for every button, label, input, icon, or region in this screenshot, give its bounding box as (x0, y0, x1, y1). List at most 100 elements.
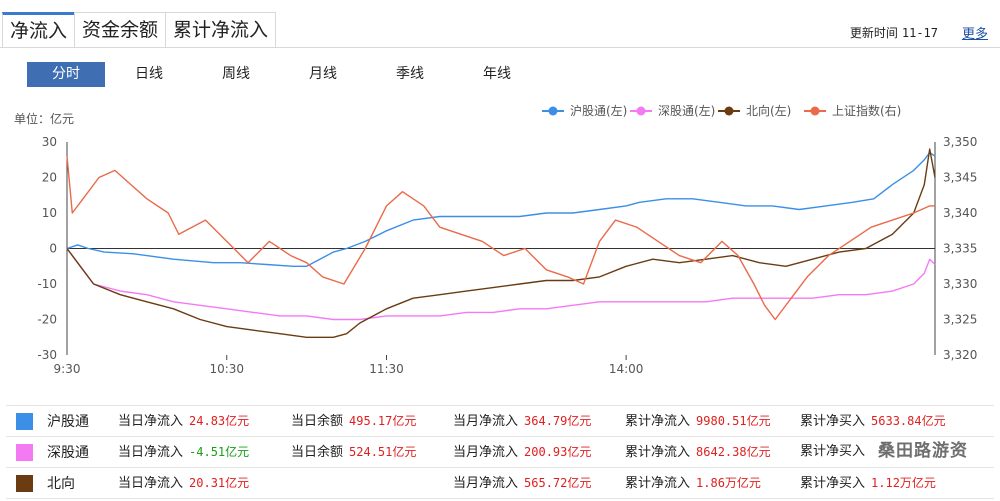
cell-value: -4.51亿元 (189, 445, 250, 459)
cell-value: 8642.38亿元 (696, 445, 771, 459)
table-cell: 当日净流入 -4.51亿元 (118, 437, 249, 467)
table-row-hgt: 沪股通 当日净流入 24.83亿元 当日余额 495.17亿元 当月净流入 364.79亿元… (6, 405, 994, 437)
y-tick-right: 3,340 (943, 206, 977, 220)
table-cell: 累计净买入 5633.84亿元 (800, 406, 946, 436)
northbound-flow-chart: 单位：亿元 沪股通(左) 深股通(左) 北向(左) 上证指数(右) 30 20 10 0 -1… (14, 103, 977, 376)
update-time-value: 11-17 (901, 26, 938, 40)
table-cell: 当日净流入 24.83亿元 (118, 406, 249, 436)
y-tick-left: 30 (42, 135, 57, 149)
legend-label-sgt: 深股通(左) (658, 103, 715, 118)
legend-label-hgt: 沪股通(左) (570, 103, 627, 118)
period-tab-quarterly[interactable]: 季线 (396, 66, 424, 82)
cell-label: 当日净流入 (118, 414, 184, 429)
summary-table: 沪股通 当日净流入 24.83亿元 当日余额 495.17亿元 当月净流入 364.79亿元… (6, 405, 994, 499)
update-time: 更新时间 11-17 (850, 24, 938, 41)
update-time-label: 更新时间 (849, 26, 898, 40)
table-cell: 当月净流入 565.72亿元 (453, 468, 591, 498)
table-cell: 当日余额 495.17亿元 (291, 406, 416, 436)
table-cell: 累计净买入 1.12万亿元 (800, 468, 936, 498)
cell-value: 24.83亿元 (189, 414, 250, 428)
cell-label: 当日净流入 (118, 445, 184, 460)
cell-value: 1.86万亿元 (696, 476, 761, 490)
watermark-text: 桑田路游资 (878, 441, 968, 461)
x-tick-label: 14:00 (609, 362, 644, 376)
cell-label: 累计净流入 (625, 414, 691, 429)
table-cell: 当日余额 524.51亿元 (291, 437, 416, 467)
cell-label: 累计净流入 (625, 445, 691, 460)
y-tick-right: 3,330 (943, 277, 977, 291)
cell-value: 565.72亿元 (524, 476, 592, 490)
tab-cumulative-inflow[interactable]: 累计净流入 (165, 12, 277, 48)
table-cell: 累计净流入 9980.51亿元 (625, 406, 771, 436)
row-color-swatch (16, 443, 33, 461)
cell-label: 累计净买入 (800, 414, 866, 429)
table-cell: 累计净流入 1.86万亿元 (625, 468, 761, 498)
row-name: 深股通 (47, 445, 89, 461)
tab-net-inflow[interactable]: 净流入 (2, 12, 75, 48)
cell-label: 当日余额 (291, 445, 344, 460)
legend-marker-north (724, 106, 734, 116)
more-link[interactable]: 更多 (961, 27, 988, 42)
y-tick-right: 3,350 (943, 135, 977, 149)
series-line-sh (66, 156, 935, 321)
table-cell: 累计净流入 8642.38亿元 (625, 437, 771, 467)
cell-label: 当月净流入 (453, 476, 519, 491)
cell-label: 当日净流入 (118, 476, 184, 491)
table-cell: 累计净买入 (800, 437, 865, 467)
tab-fund-balance[interactable]: 资金余额 (74, 12, 166, 48)
y-tick-left: 0 (49, 242, 57, 256)
series-line-hgt (66, 151, 936, 268)
y-tick-left: -30 (37, 348, 57, 362)
y-tick-right: 3,320 (943, 348, 977, 362)
chart-legend: 沪股通(左) 深股通(左) 北向(左) 上证指数(右) (542, 103, 901, 118)
period-tab-weekly[interactable]: 周线 (222, 66, 250, 82)
row-name: 沪股通 (47, 414, 89, 430)
y-tick-left: -20 (37, 313, 57, 327)
legend-marker-sgt (636, 106, 646, 116)
period-tab-monthly[interactable]: 月线 (309, 66, 337, 82)
row-color-swatch (16, 412, 33, 430)
period-tab-intraday[interactable]: 分时 (27, 62, 105, 87)
x-tick-label: 11:30 (369, 362, 404, 376)
y-tick-right: 3,345 (943, 171, 977, 185)
table-row-sgt: 深股通 当日净流入 -4.51亿元 当日余额 524.51亿元 当月净流入 200.93亿元… (6, 437, 994, 468)
cell-value: 200.93亿元 (524, 445, 592, 459)
row-name: 北向 (47, 476, 75, 492)
cell-label: 累计净买入 (800, 444, 866, 459)
legend-label-north: 北向(左) (746, 103, 791, 118)
cell-label: 当月净流入 (453, 445, 519, 460)
y-tick-left: 10 (42, 206, 57, 220)
cell-value: 20.31亿元 (189, 476, 250, 490)
legend-label-sh: 上证指数(右) (832, 103, 901, 118)
legend-marker-hgt (548, 106, 558, 116)
series-line-sgt (66, 248, 936, 321)
cell-value: 524.51亿元 (349, 445, 417, 459)
cell-value: 364.79亿元 (524, 414, 592, 428)
y-tick-left: 20 (42, 171, 57, 185)
cell-label: 当日余额 (291, 414, 344, 429)
x-tick-label: 9:30 (54, 362, 81, 376)
x-tick-label: 10:30 (209, 362, 244, 376)
period-tab-daily[interactable]: 日线 (135, 66, 163, 82)
legend-marker-sh (810, 106, 820, 116)
tab-divider (0, 47, 1000, 48)
period-tab-yearly[interactable]: 年线 (483, 66, 511, 82)
y-tick-left: -10 (37, 277, 57, 291)
period-tabs: 分时 日线 周线 月线 季线 年线 (27, 62, 541, 87)
cell-value: 9980.51亿元 (696, 414, 771, 428)
table-cell: 当月净流入 200.93亿元 (453, 437, 591, 467)
table-cell: 当日净流入 20.31亿元 (118, 468, 249, 498)
row-color-swatch (16, 474, 33, 492)
y-tick-right: 3,335 (943, 242, 977, 256)
tab-bar: 净流入 资金余额 累计净流入 (2, 12, 277, 48)
table-row-north: 北向 当日净流入 20.31亿元 当月净流入 565.72亿元 累计净流入 1.86万亿元累… (6, 468, 994, 499)
series-line-north (66, 148, 936, 339)
cell-label: 累计净流入 (625, 476, 691, 491)
cell-label: 累计净买入 (800, 476, 866, 491)
y-tick-right: 3,325 (943, 313, 977, 327)
table-cell: 当月净流入 364.79亿元 (453, 406, 591, 436)
cell-value: 5633.84亿元 (871, 414, 946, 428)
cell-value: 1.12万亿元 (871, 476, 936, 490)
cell-label: 当月净流入 (453, 414, 519, 429)
unit-label: 单位：亿元 (14, 111, 74, 126)
